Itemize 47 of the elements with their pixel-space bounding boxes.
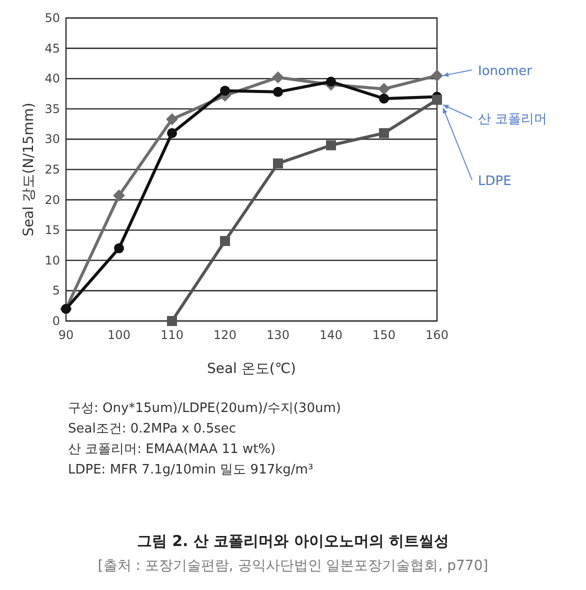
x-tick-label: 120: [214, 328, 236, 342]
text: Ionomer: [478, 64, 533, 79]
point: [432, 94, 442, 105]
y-tick-label: 5: [52, 284, 60, 298]
y-tick-label: 20: [44, 192, 60, 207]
point: [166, 113, 178, 126]
y-tick-label: 10: [44, 253, 60, 268]
text: [출처 : 포장기술편람, 공익사단법인 일본포장기술협회, p770]: [98, 558, 488, 574]
point: [272, 71, 284, 84]
text: LDPE: MFR 7.1g/10min 밀도 917kg/m³: [68, 462, 314, 478]
point: [167, 316, 177, 326]
point: [273, 86, 283, 97]
x-tick-label: 140: [320, 328, 342, 342]
point: [326, 140, 336, 150]
text: LDPE: [478, 174, 512, 189]
x-tick-label: 110: [160, 328, 184, 342]
point: [431, 70, 443, 82]
point: [114, 243, 124, 254]
x-axis-title: Seal 온도(℃): [206, 361, 296, 377]
x-tick-label: 150: [372, 328, 396, 342]
point: [113, 190, 125, 202]
point: [379, 128, 389, 138]
point: [379, 94, 389, 104]
text: Seal조건: 0.2MPa x 0.5sec: [68, 422, 236, 436]
point: [378, 82, 390, 95]
point: [167, 128, 177, 138]
point: [273, 158, 283, 168]
x-tick-label: 100: [108, 328, 130, 342]
y-tick-label: 45: [44, 41, 60, 56]
y-tick-label: 30: [44, 132, 60, 146]
text: 산 코폴리머: [478, 112, 548, 127]
y-axis-title: Seal 강도(N/15mm): [21, 102, 37, 236]
y-tick-label: 50: [44, 11, 60, 25]
y-tick-label: 25: [44, 162, 60, 176]
y-tick-label: 40: [44, 72, 60, 86]
text: 산 코폴리머: EMAA(MAA 11 wt%): [68, 442, 276, 457]
x-tick-label: 130: [266, 328, 290, 342]
y-tick-label: 0: [52, 314, 60, 328]
y-tick-label: 35: [44, 102, 60, 116]
text: 그림 2. 산 코폴리머와 아이오노머의 히트씰성: [136, 532, 450, 550]
point: [220, 236, 230, 246]
x-tick-label: 90: [58, 328, 74, 342]
x-tick-label: 160: [426, 328, 448, 342]
text: 구성: Ony*15um)/LDPE(20um)/수지(30um): [68, 401, 341, 416]
point: [220, 86, 230, 96]
y-tick-label: 15: [44, 223, 60, 238]
point: [326, 76, 336, 87]
